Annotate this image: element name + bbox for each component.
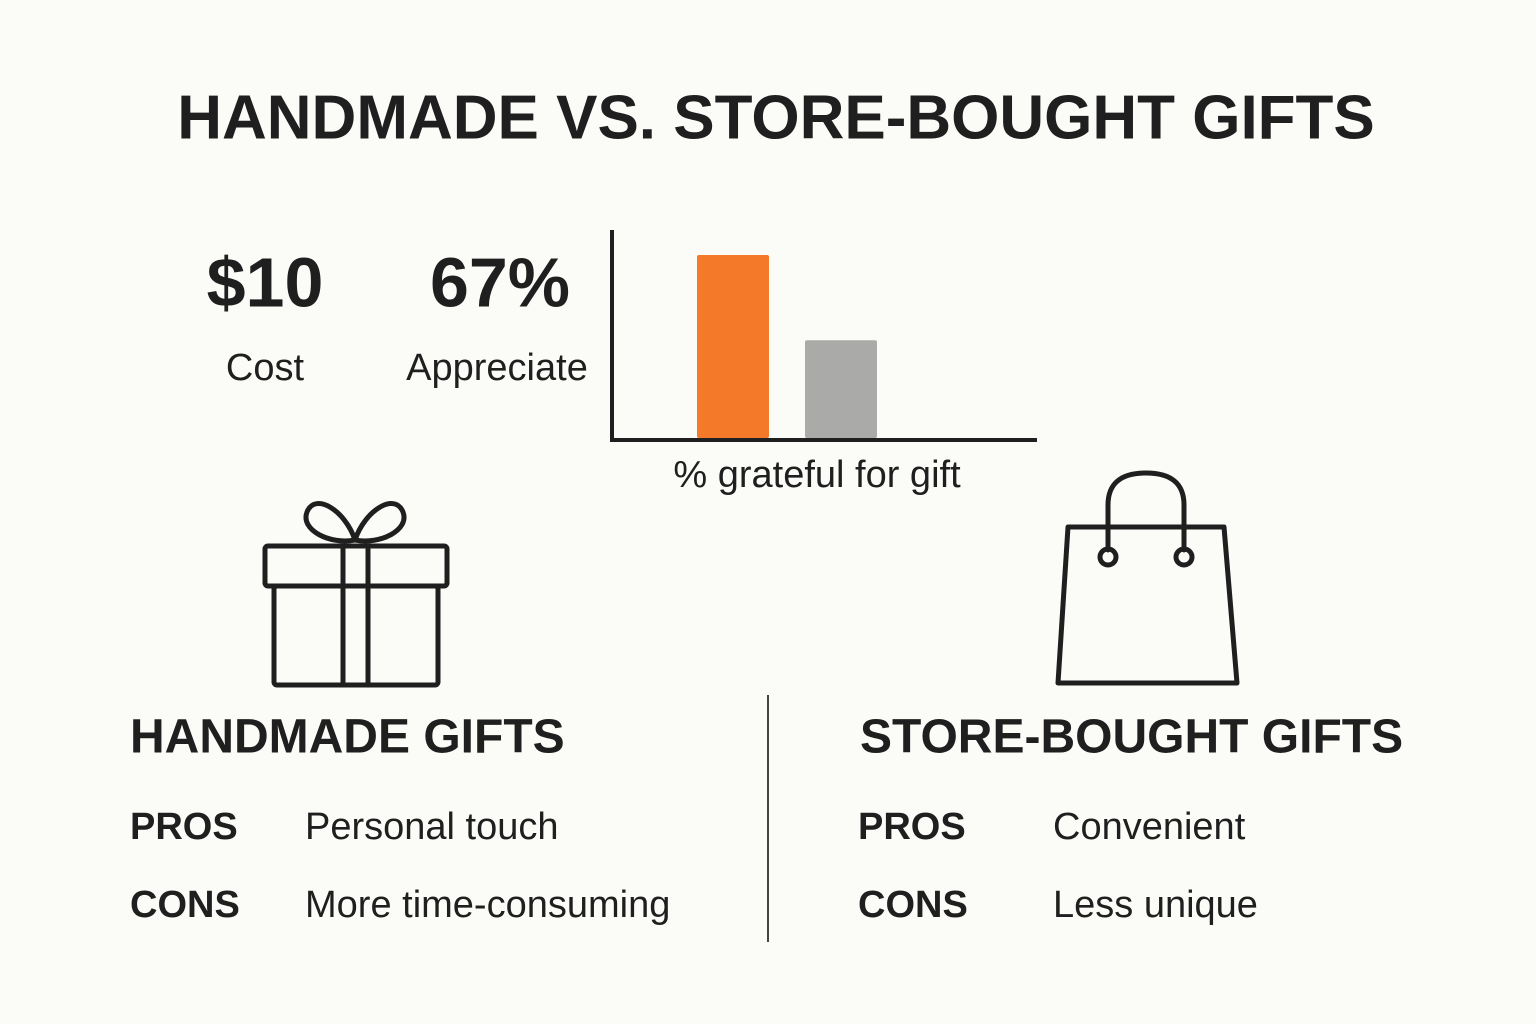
row-text: Personal touch bbox=[305, 806, 559, 848]
row-text: Convenient bbox=[1053, 806, 1246, 848]
row-label: PROS bbox=[130, 806, 238, 848]
bar-chart: % grateful for gift bbox=[610, 230, 1037, 496]
x-axis-label: % grateful for gift bbox=[673, 454, 961, 496]
section: HANDMADE GIFTS PROS Personal touch CONS … bbox=[130, 711, 670, 926]
stat-value: $10 bbox=[207, 243, 324, 321]
row-label: CONS bbox=[130, 884, 240, 926]
section: STORE-BOUGHT GIFTS PROS Convenient CONS … bbox=[858, 711, 1403, 926]
shopping-bag-icon bbox=[1055, 470, 1240, 686]
row-label: CONS bbox=[858, 884, 968, 926]
row-text: More time-consuming bbox=[305, 884, 670, 926]
bar bbox=[805, 340, 877, 438]
gift-icon bbox=[262, 501, 450, 688]
bar bbox=[697, 254, 769, 438]
stat-value: 67% bbox=[430, 243, 570, 321]
title: HANDMADE VS. STORE-BOUGHT GIFTS bbox=[177, 83, 1375, 152]
section-heading: STORE-BOUGHT GIFTS bbox=[860, 711, 1403, 764]
row-label: PROS bbox=[858, 806, 966, 848]
section-heading: HANDMADE GIFTS bbox=[130, 711, 565, 764]
row-text: Less unique bbox=[1053, 884, 1258, 926]
stat-label: Appreciate bbox=[406, 347, 588, 389]
stat-label: Cost bbox=[226, 347, 305, 389]
